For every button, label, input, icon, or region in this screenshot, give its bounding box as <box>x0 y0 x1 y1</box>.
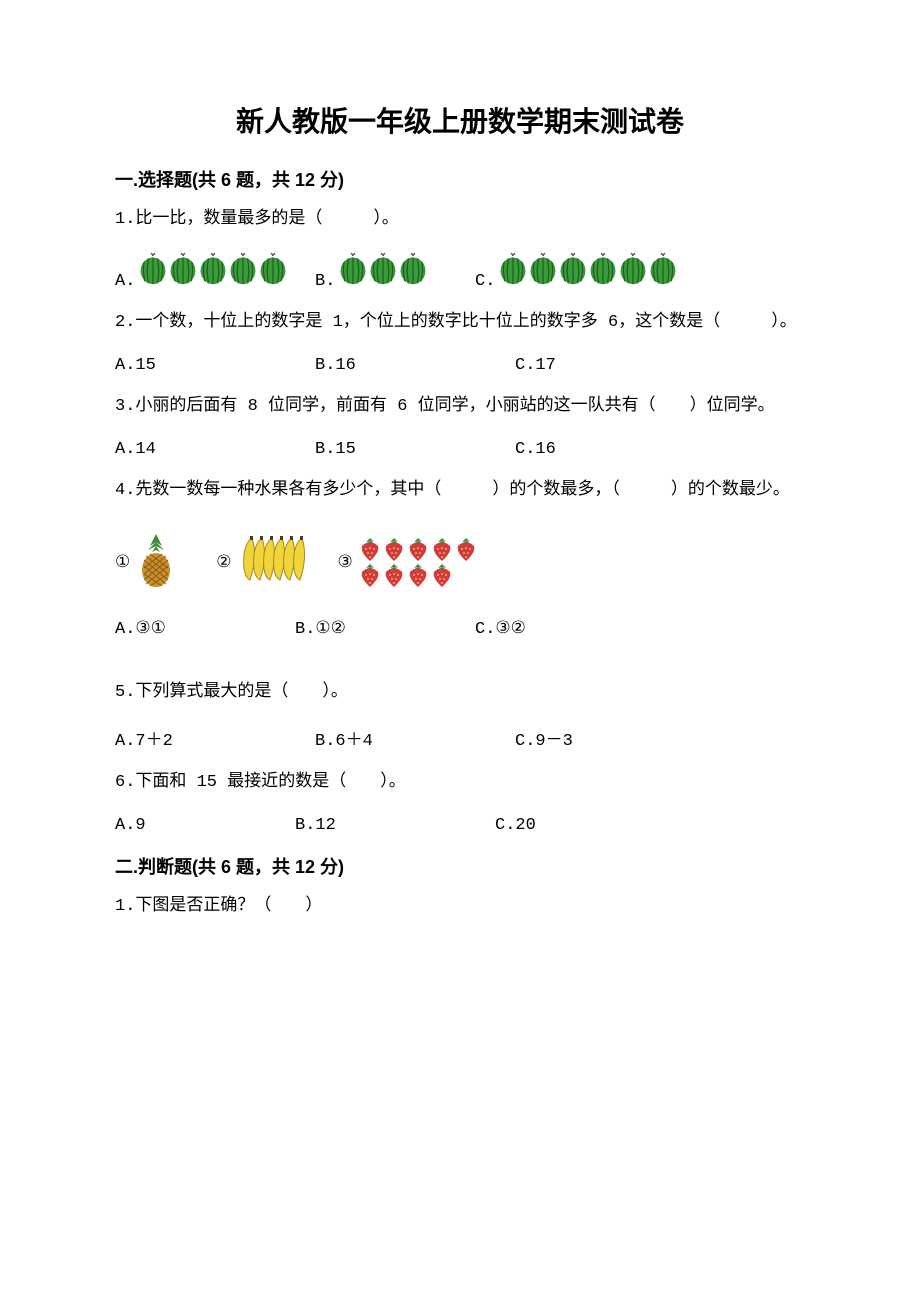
q4-item-2: ② <box>216 536 297 590</box>
q4-item2-label: ② <box>216 552 231 573</box>
q5-option-b[interactable]: B.6＋4 <box>315 725 515 751</box>
q1-c-melons <box>499 272 679 291</box>
q4-item3-label: ③ <box>338 552 353 573</box>
q4-item-3: ③ <box>338 538 477 588</box>
q1-b-label: B. <box>315 272 335 291</box>
q4-options: A.③① B.①② C.③② <box>115 618 805 639</box>
q1-a-label: A. <box>115 272 135 291</box>
q2-prompt: 2.一个数，十位上的数字是 1，个位上的数字比十位上的数字多 6，这个数是（ ）… <box>115 309 805 338</box>
q1-b-melons <box>339 272 429 291</box>
section-1-heading: 一.选择题(共 6 题，共 12 分) <box>115 166 805 192</box>
q1-option-b[interactable]: B. <box>315 253 475 291</box>
q3-options: A.14 B.15 C.16 <box>115 440 805 459</box>
q4-prompt: 4.先数一数每一种水果各有多少个，其中（ ）的个数最多，（ ）的个数最少。 <box>115 477 805 506</box>
q1-prompt: 1.比一比，数量最多的是（ ）。 <box>115 206 805 235</box>
q4-item1-label: ① <box>115 552 130 573</box>
q6-options: A.9 B.12 C.20 <box>115 816 805 835</box>
q2-options: A.15 B.16 C.17 <box>115 356 805 375</box>
pineapple-icon <box>136 532 176 594</box>
q3-prompt: 3.小丽的后面有 8 位同学，前面有 6 位同学，小丽站的这一队共有（ ）位同学… <box>115 393 805 422</box>
q6-option-a[interactable]: A.9 <box>115 816 295 835</box>
q3-option-c[interactable]: C.16 <box>515 440 805 459</box>
q3-option-b[interactable]: B.15 <box>315 440 515 459</box>
q2-option-b[interactable]: B.16 <box>315 356 515 375</box>
page-title: 新人教版一年级上册数学期末测试卷 <box>115 100 805 140</box>
q2-option-a[interactable]: A.15 <box>115 356 315 375</box>
q5-options: A.7＋2 B.6＋4 C.9－3 <box>115 725 805 751</box>
strawberry-icon <box>359 538 477 588</box>
q4-item-1: ① <box>115 532 176 594</box>
q1-option-c[interactable]: C. <box>475 253 805 291</box>
q4-fruit-images: ① ② ③ <box>115 532 805 594</box>
q6-option-b[interactable]: B.12 <box>295 816 495 835</box>
q5-option-c[interactable]: C.9－3 <box>515 725 805 751</box>
banana-icon <box>238 536 298 590</box>
q4-option-c[interactable]: C.③② <box>475 618 526 639</box>
q4-option-a[interactable]: A.③① <box>115 618 295 639</box>
q1-a-melons <box>139 272 289 291</box>
section-2-heading: 二.判断题(共 6 题，共 12 分) <box>115 853 805 879</box>
q6-prompt: 6.下面和 15 最接近的数是（ ）。 <box>115 769 805 798</box>
q5-option-a[interactable]: A.7＋2 <box>115 725 315 751</box>
j1-prompt: 1.下图是否正确？（ ） <box>115 893 805 922</box>
q5-prompt: 5.下列算式最大的是（ ）。 <box>115 679 805 708</box>
q6-option-c[interactable]: C.20 <box>495 816 536 835</box>
q1-options: A. <box>115 253 805 291</box>
q2-option-c[interactable]: C.17 <box>515 356 805 375</box>
q1-option-a[interactable]: A. <box>115 253 315 291</box>
q1-c-label: C. <box>475 272 495 291</box>
q4-option-b[interactable]: B.①② <box>295 618 475 639</box>
q3-option-a[interactable]: A.14 <box>115 440 315 459</box>
